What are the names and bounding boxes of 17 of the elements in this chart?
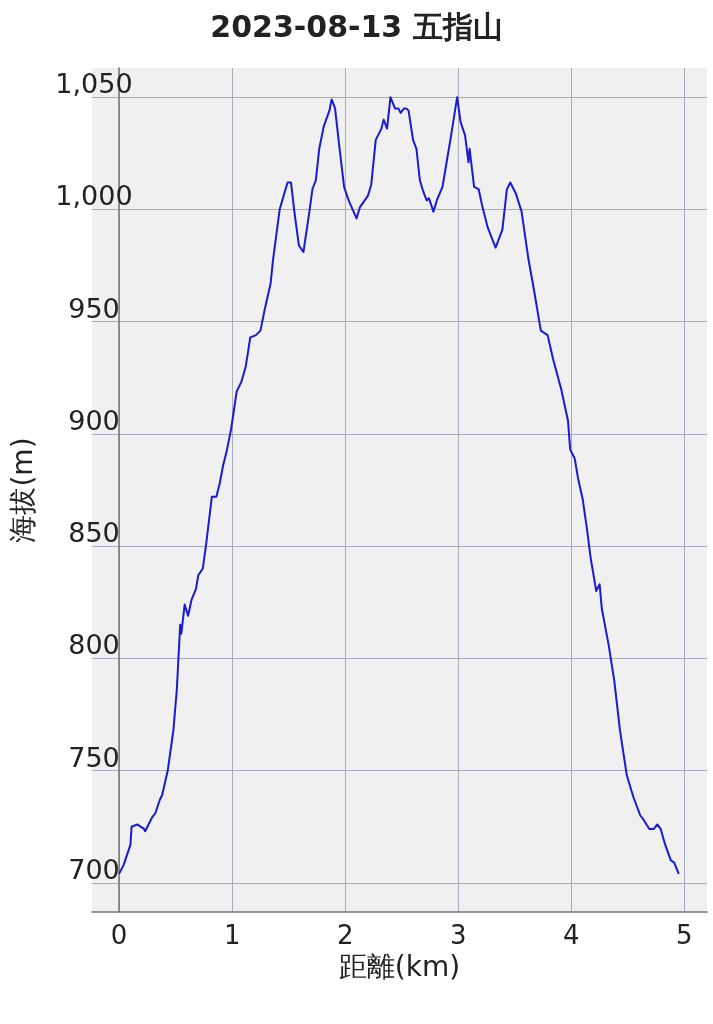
x-axis-title: 距離(km): [338, 950, 461, 984]
y-tick-label: 700: [68, 853, 120, 885]
y-tick-label: 950: [68, 292, 120, 324]
y-tick-label: 850: [68, 517, 120, 549]
x-tick-label: 4: [563, 920, 580, 950]
x-tick-label: 1: [223, 920, 241, 950]
y-tick-label: 750: [68, 741, 120, 773]
x-tick-label: 3: [450, 920, 467, 950]
y-tick-label: 800: [68, 629, 120, 661]
x-tick-label: 2: [336, 920, 354, 950]
y-axis-title: 海拔(m): [5, 437, 39, 543]
y-tick-label: 900: [68, 404, 120, 436]
x-tick-label: 5: [676, 920, 693, 950]
x-tick-label: 0: [110, 920, 128, 950]
y-tick-label: 1,050: [55, 68, 133, 100]
y-tick-label: 1,000: [55, 180, 133, 212]
chart-title: 2023-08-13 五指山: [210, 8, 503, 44]
